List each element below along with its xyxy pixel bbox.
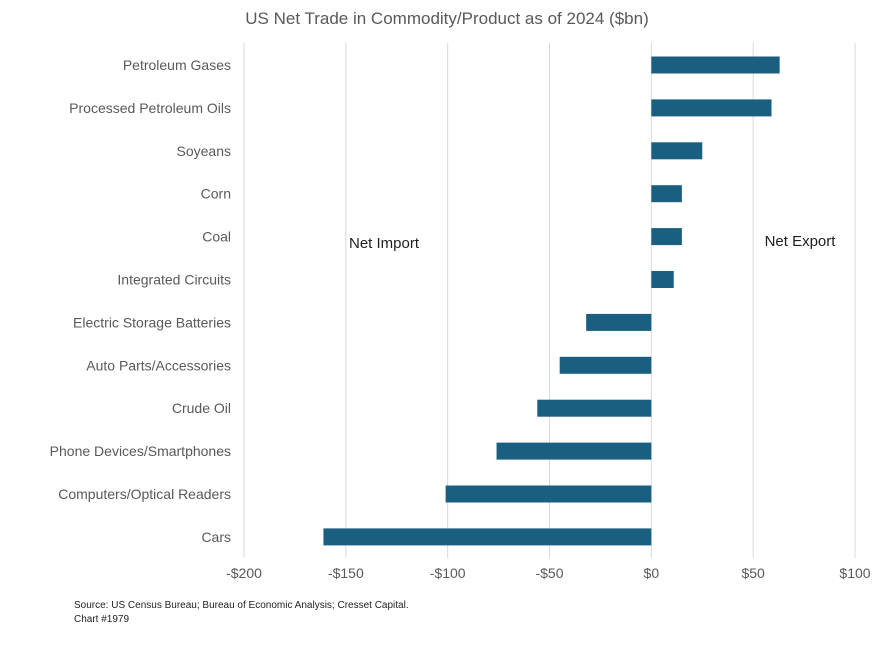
x-tick-label: $50 bbox=[741, 565, 765, 581]
x-tick-label: $0 bbox=[644, 565, 660, 581]
x-tick-label: -$200 bbox=[226, 565, 262, 581]
bar bbox=[445, 485, 652, 503]
annotations: Net Import Net Export bbox=[349, 233, 836, 252]
x-tick-label: -$50 bbox=[535, 565, 563, 581]
category-labels: Petroleum Gases Processed Petroleum Oils S… bbox=[50, 57, 231, 545]
bar bbox=[651, 228, 682, 246]
chart-title: US Net Trade in Commodity/Product as of … bbox=[245, 9, 649, 28]
bar bbox=[651, 56, 780, 74]
x-tick-label: -$100 bbox=[430, 565, 466, 581]
category-label: Phone Devices/Smartphones bbox=[50, 443, 231, 459]
net-import-annotation: Net Import bbox=[349, 235, 420, 252]
category-label: Corn bbox=[201, 186, 231, 202]
category-label: Coal bbox=[202, 229, 231, 245]
category-label: Processed Petroleum Oils bbox=[69, 100, 231, 116]
category-label: Integrated Circuits bbox=[117, 272, 231, 288]
x-tick-labels: -$200 -$150 -$100 -$50 $0 $50 $100 bbox=[226, 565, 871, 581]
category-label: Cars bbox=[201, 529, 231, 545]
gridlines bbox=[243, 43, 856, 558]
bar bbox=[651, 142, 703, 160]
bar bbox=[651, 99, 772, 117]
bar bbox=[651, 271, 674, 288]
source-note: Source: US Census Bureau; Bureau of Econ… bbox=[74, 600, 409, 611]
category-label: Petroleum Gases bbox=[123, 57, 231, 73]
bar bbox=[537, 399, 652, 417]
category-label: Computers/Optical Readers bbox=[58, 486, 231, 502]
bar bbox=[496, 442, 652, 460]
category-label: Electric Storage Batteries bbox=[73, 314, 231, 330]
category-label: Auto Parts/Accessories bbox=[86, 357, 231, 373]
bar bbox=[651, 185, 682, 203]
net-export-annotation: Net Export bbox=[765, 233, 837, 250]
x-tick-label: $100 bbox=[839, 565, 870, 581]
bars bbox=[323, 56, 780, 546]
chart-number: Chart #1979 bbox=[74, 614, 130, 625]
bar bbox=[559, 356, 652, 374]
category-label: Soyeans bbox=[177, 143, 231, 159]
bar bbox=[586, 313, 652, 331]
bar bbox=[323, 528, 652, 546]
category-label: Crude Oil bbox=[172, 400, 231, 416]
x-tick-label: -$150 bbox=[328, 565, 364, 581]
